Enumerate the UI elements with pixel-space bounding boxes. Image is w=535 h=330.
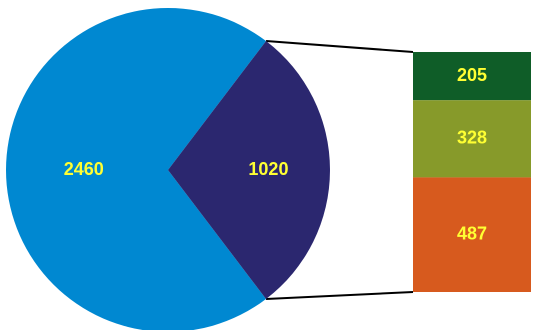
pie-slice-main — [5, 8, 267, 330]
stacked-bar: 205 328 487 — [413, 52, 531, 292]
bar-segment — [413, 100, 531, 178]
connector-line-bottom — [265, 291, 414, 300]
connector-lines — [265, 40, 414, 300]
bar-segment-label: 328 — [457, 128, 487, 148]
pie-slice-label: 2460 — [64, 159, 104, 179]
bar-segment-label: 205 — [457, 65, 487, 85]
bar-segment — [413, 177, 531, 292]
bar-segment-label: 487 — [457, 223, 487, 243]
bar-segment — [413, 52, 531, 101]
pie-slice-label: 1020 — [248, 159, 288, 179]
pie-chart: 2460 1020 — [5, 8, 330, 330]
pie-slice-exploded — [168, 41, 330, 299]
connector-line-top — [265, 40, 414, 53]
